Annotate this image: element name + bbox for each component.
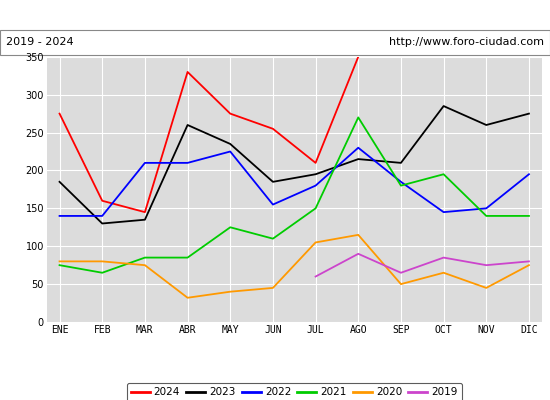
Text: http://www.foro-ciudad.com: http://www.foro-ciudad.com — [389, 37, 544, 47]
Text: 2019 - 2024: 2019 - 2024 — [6, 37, 73, 47]
Text: Evolucion Nº Turistas Extranjeros en el municipio de Azuaga: Evolucion Nº Turistas Extranjeros en el … — [74, 8, 476, 22]
Legend: 2024, 2023, 2022, 2021, 2020, 2019: 2024, 2023, 2022, 2021, 2020, 2019 — [126, 383, 462, 400]
